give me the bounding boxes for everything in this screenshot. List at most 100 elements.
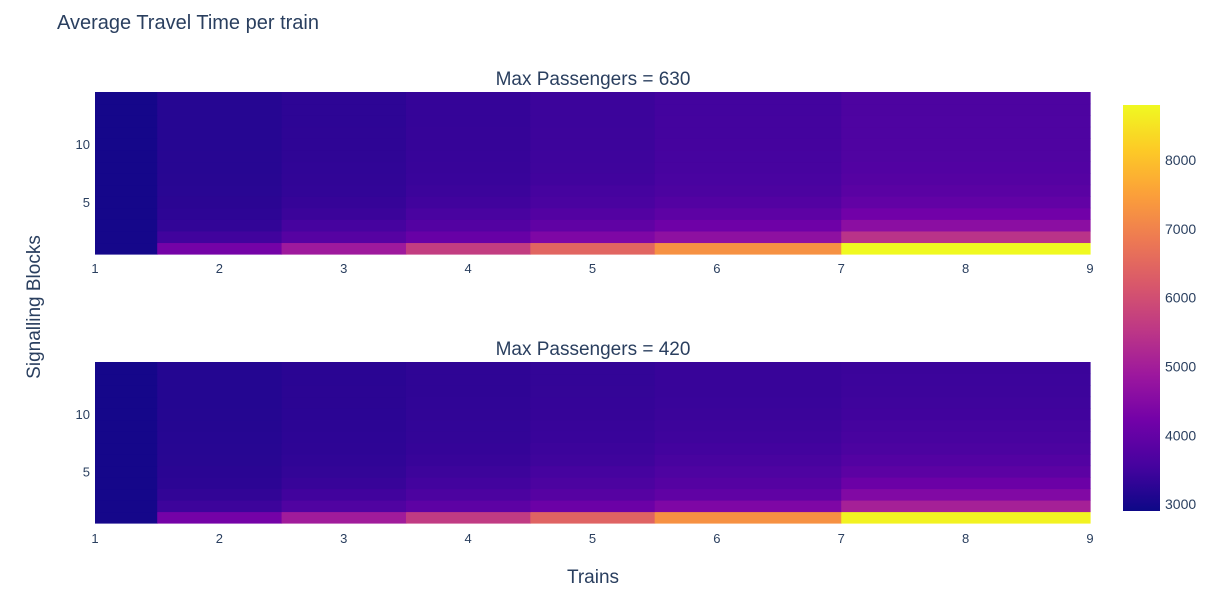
heatmap-cell	[530, 184, 656, 197]
heatmap-cell	[281, 126, 407, 139]
x-tick-label: 4	[465, 261, 472, 276]
x-tick-label: 3	[340, 261, 347, 276]
heatmap-cell	[654, 408, 842, 421]
heatmap-cell	[841, 500, 1091, 513]
heatmap-cell	[95, 126, 158, 139]
heatmap-cell	[841, 161, 1091, 174]
heatmap-cell	[841, 408, 1091, 421]
heatmap-cell	[281, 500, 407, 513]
heatmap-cell	[95, 219, 158, 232]
heatmap-cell	[281, 488, 407, 501]
heatmap-cell	[157, 396, 283, 409]
heatmap-cell	[157, 196, 283, 209]
heatmap-cell	[405, 431, 531, 444]
heatmap-cell	[157, 230, 283, 244]
x-tick-label: 7	[838, 261, 845, 276]
heatmap-cell	[281, 230, 407, 244]
heatmap-cell	[157, 92, 283, 105]
heatmap-cell	[95, 173, 158, 186]
x-tick-label: 8	[962, 531, 969, 546]
colorbar-tick-label: 6000	[1165, 290, 1196, 306]
heatmap-cell	[405, 442, 531, 455]
heatmap-cell	[405, 385, 531, 398]
heatmap-cell	[654, 431, 842, 444]
heatmap-cell	[530, 431, 656, 444]
heatmap-cell	[530, 362, 656, 375]
heatmap-cell	[157, 500, 283, 513]
heatmap-cell	[841, 138, 1091, 151]
heatmap-cell	[405, 230, 531, 244]
y-tick-label: 5	[83, 464, 90, 479]
heatmap-cell	[841, 207, 1091, 220]
heatmap-cell	[157, 219, 283, 232]
heatmap-cell	[95, 161, 158, 174]
heatmap-cell	[281, 173, 407, 186]
x-tick-label: 4	[465, 531, 472, 546]
heatmap-cell	[405, 511, 531, 524]
heatmap-cell	[281, 184, 407, 197]
heatmap-cell	[530, 219, 656, 232]
y-tick-label: 5	[83, 195, 90, 210]
heatmap-cell	[157, 408, 283, 421]
heatmap-cell	[95, 500, 158, 513]
heatmap-cell	[530, 126, 656, 139]
heatmap-cell	[841, 454, 1091, 467]
heatmap-cell	[530, 196, 656, 209]
heatmap-cell	[654, 149, 842, 163]
heatmap-cell	[530, 454, 656, 467]
heatmap-cell	[654, 477, 842, 490]
x-tick-label: 3	[340, 531, 347, 546]
heatmap-cell	[841, 103, 1091, 116]
heatmap-cell	[95, 511, 158, 524]
heatmap-cell	[95, 419, 158, 432]
heatmap-cell	[281, 207, 407, 220]
colorbar-tick-label: 3000	[1165, 496, 1196, 512]
panel-title-420: Max Passengers = 420	[496, 339, 691, 360]
heatmap-cell	[841, 477, 1091, 490]
colorbar	[1123, 105, 1160, 511]
heatmap-cell	[654, 138, 842, 151]
heatmap-cell	[841, 431, 1091, 444]
heatmap-cell	[157, 115, 283, 128]
heatmap-cell	[654, 454, 842, 467]
heatmap-cell	[281, 511, 407, 524]
heatmap-panel-420: 1 2 3 4 5 6 7 8 9 5 10	[76, 362, 1094, 546]
heatmap-cell	[841, 419, 1091, 432]
heatmap-cell	[95, 184, 158, 197]
heatmap-cell	[654, 442, 842, 455]
heatmap-cell	[95, 196, 158, 209]
heatmap-cell	[530, 385, 656, 398]
heatmap-cell	[157, 454, 283, 467]
heatmap-cell	[530, 488, 656, 501]
heatmap-cell	[281, 431, 407, 444]
heatmap-cell	[654, 126, 842, 139]
heatmap-cell	[281, 373, 407, 386]
x-tick-label: 2	[216, 531, 223, 546]
heatmap-cell	[841, 396, 1091, 409]
heatmap-cell	[281, 242, 407, 255]
heatmap-cell	[654, 230, 842, 244]
colorbar-ticks: 3000 4000 5000 6000 7000 8000	[1165, 152, 1196, 512]
heatmap-cell	[157, 477, 283, 490]
heatmap-cell	[95, 149, 158, 163]
heatmap-cell	[654, 500, 842, 513]
heatmap-cell	[95, 230, 158, 244]
x-tick-label: 5	[589, 531, 596, 546]
heatmap-cell	[95, 431, 158, 444]
heatmap-cell	[530, 115, 656, 128]
heatmap-cell	[157, 103, 283, 116]
heatmap-cell	[530, 396, 656, 409]
heatmap-cell	[95, 396, 158, 409]
x-tick-label: 6	[713, 531, 720, 546]
y-axis-title: Signalling Blocks	[24, 235, 45, 379]
heatmap-cell	[405, 161, 531, 174]
x-tick-label: 9	[1086, 261, 1093, 276]
heatmap-cell	[95, 385, 158, 398]
heatmap-cell	[157, 385, 283, 398]
heatmap-cell	[530, 242, 656, 255]
heatmap-cell	[405, 207, 531, 220]
x-axis-title: Trains	[567, 567, 619, 588]
heatmap-cell	[157, 207, 283, 220]
heatmap-cell	[654, 173, 842, 186]
